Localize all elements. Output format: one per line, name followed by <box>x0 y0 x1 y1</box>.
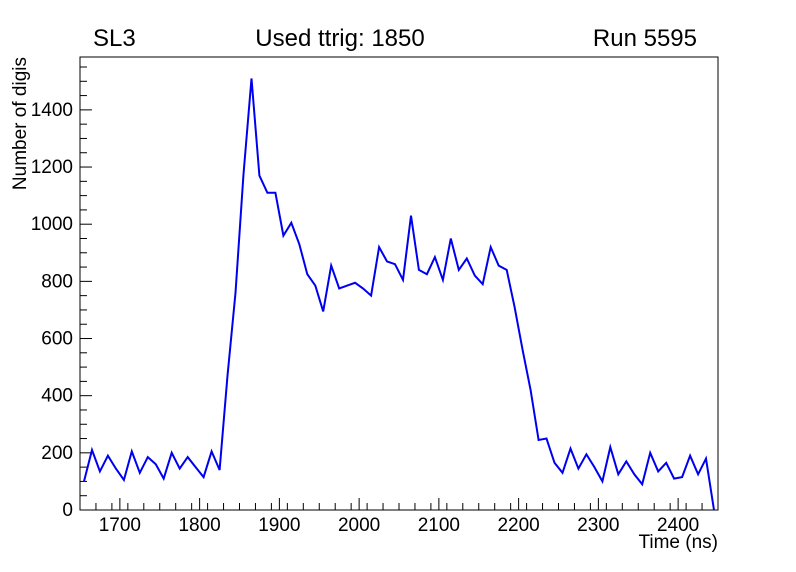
chart-title: Used ttrig: 1850 <box>255 25 425 52</box>
x-tick-label: 1900 <box>258 515 300 536</box>
x-tick-label: 2400 <box>657 515 699 536</box>
run-number-label: Run 5595 <box>592 25 697 52</box>
y-tick-label: 0 <box>62 500 73 521</box>
y-tick-label: 1000 <box>31 214 73 235</box>
y-tick-label: 1200 <box>31 157 73 178</box>
x-tick-label: 2000 <box>338 515 380 536</box>
y-axis-title: Number of digis <box>10 57 31 191</box>
superlayer-label: SL3 <box>93 25 136 52</box>
x-tick-label: 2300 <box>577 515 619 536</box>
y-tick-label: 800 <box>41 271 73 292</box>
plot-frame <box>79 56 719 511</box>
y-tick-label: 400 <box>41 386 73 407</box>
y-tick-label: 200 <box>41 443 73 464</box>
digi-time-series-line <box>83 78 715 511</box>
x-tick-label: 2100 <box>418 515 460 536</box>
x-tick-label: 1800 <box>178 515 220 536</box>
x-tick-label: 1700 <box>99 515 141 536</box>
x-tick-label: 2200 <box>497 515 539 536</box>
y-tick-label: 600 <box>41 329 73 350</box>
x-axis-title: Time (ns) <box>638 532 718 553</box>
y-tick-label: 1400 <box>31 100 73 121</box>
